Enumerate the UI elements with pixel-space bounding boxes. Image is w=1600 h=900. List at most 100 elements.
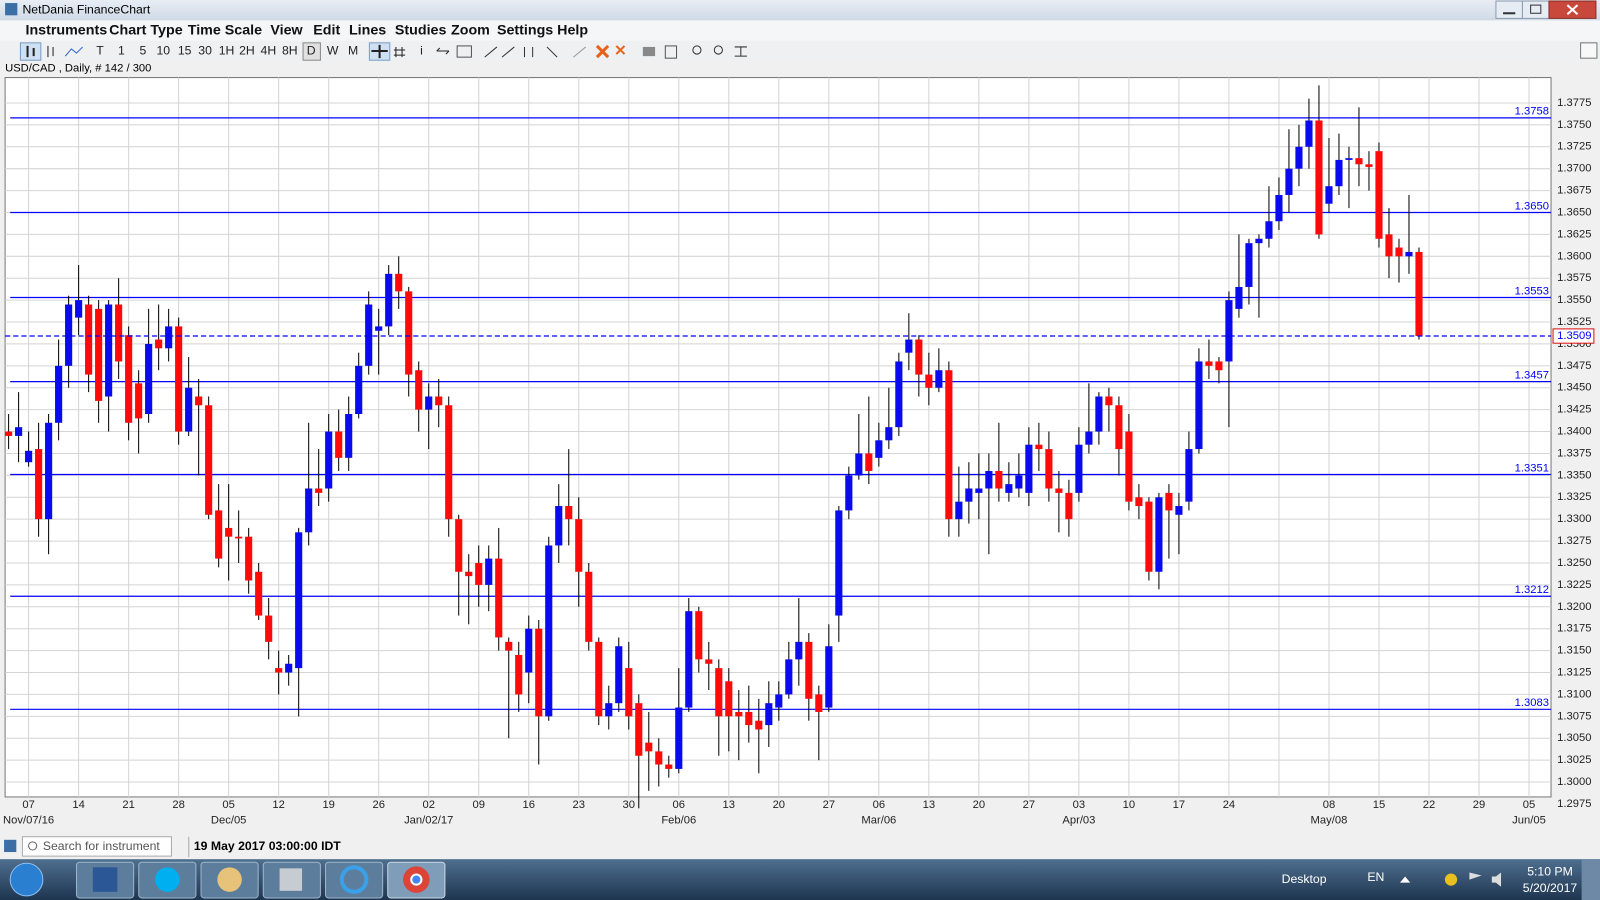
toolbar-button[interactable]: W bbox=[327, 43, 339, 57]
candle-body bbox=[185, 387, 193, 432]
x-tick-label: 23 bbox=[573, 799, 585, 811]
taskbar-time: 5:10 PM bbox=[1527, 865, 1573, 879]
y-tick-label: 1.3475 bbox=[1557, 360, 1591, 372]
chrome-icon-center bbox=[410, 873, 423, 886]
current-price-label: 1.3509 bbox=[1557, 330, 1591, 342]
candle-body bbox=[115, 304, 123, 362]
tool-print-icon[interactable] bbox=[642, 46, 656, 57]
x-month-label: Nov/07/16 bbox=[3, 814, 54, 826]
level-label: 1.3212 bbox=[1515, 584, 1549, 596]
tool-candles[interactable] bbox=[19, 42, 42, 61]
candle-body bbox=[945, 370, 953, 520]
candle-body bbox=[975, 488, 983, 493]
candle-body bbox=[1195, 361, 1203, 450]
candle-body bbox=[925, 374, 933, 388]
toolbar-button[interactable]: D bbox=[307, 43, 316, 57]
y-tick-label: 1.3275 bbox=[1557, 535, 1591, 547]
restore-button[interactable] bbox=[1521, 0, 1550, 19]
y-tick-label: 1.3200 bbox=[1557, 601, 1591, 613]
y-tick-label: 1.3400 bbox=[1557, 426, 1591, 438]
show-desktop[interactable] bbox=[1581, 859, 1600, 900]
plot-layer bbox=[5, 77, 1552, 809]
candle-body bbox=[1315, 120, 1323, 235]
x-tick-label: 26 bbox=[372, 799, 384, 811]
start-button[interactable] bbox=[9, 862, 44, 897]
menu-item[interactable]: Edit bbox=[313, 22, 340, 38]
menu-item[interactable]: View bbox=[270, 22, 303, 38]
candle-body bbox=[1105, 396, 1113, 406]
tool-pan-icon[interactable] bbox=[436, 47, 450, 55]
toolbar-button[interactable]: 10 bbox=[156, 43, 170, 57]
tray-volume[interactable] bbox=[1491, 872, 1502, 887]
toolbar-button[interactable]: 4H bbox=[261, 43, 277, 57]
menu-item[interactable]: Zoom bbox=[451, 22, 490, 38]
x-tick-label: 15 bbox=[1373, 799, 1385, 811]
tray-arrow[interactable] bbox=[1400, 876, 1411, 883]
toolbar-button[interactable]: i bbox=[420, 43, 423, 57]
menu-item[interactable]: Instruments bbox=[26, 22, 108, 38]
toolbar-button[interactable]: 30 bbox=[198, 43, 212, 57]
search-box[interactable] bbox=[21, 836, 172, 857]
side-panel-toggle[interactable] bbox=[1580, 42, 1598, 59]
candle-body bbox=[545, 545, 553, 717]
taskbar-ie[interactable] bbox=[325, 861, 384, 899]
tool-delete-icon[interactable] bbox=[595, 44, 610, 59]
menu-item[interactable]: Lines bbox=[349, 22, 386, 38]
candle-body bbox=[405, 291, 413, 375]
y-tick-label: 1.3325 bbox=[1557, 491, 1591, 503]
toolbar-button[interactable]: 1H bbox=[219, 43, 235, 57]
tool-drawing-icons[interactable] bbox=[484, 46, 558, 58]
toolbar-button[interactable]: M bbox=[348, 43, 358, 57]
candle-body bbox=[1345, 158, 1353, 160]
taskbar-desktop[interactable]: Desktop bbox=[1282, 872, 1327, 886]
candle-body bbox=[1045, 449, 1053, 489]
candle-body bbox=[1175, 506, 1183, 515]
tool-volume-icon[interactable] bbox=[456, 45, 472, 58]
menu-item[interactable]: Chart Type bbox=[109, 22, 183, 38]
tool-grid-icon[interactable] bbox=[393, 46, 406, 58]
tool-line-icon[interactable] bbox=[64, 46, 84, 57]
taskbar-language[interactable]: EN bbox=[1367, 870, 1384, 884]
y-tick-label: 1.3250 bbox=[1557, 557, 1591, 569]
minimize-button[interactable] bbox=[1495, 0, 1523, 19]
toolbar-button[interactable]: 2H bbox=[239, 43, 255, 57]
candle-body bbox=[235, 536, 243, 539]
tool-preview-icon[interactable] bbox=[664, 45, 678, 59]
candle-body bbox=[565, 506, 573, 520]
x-tick-label: 13 bbox=[723, 799, 735, 811]
candle-body bbox=[1395, 247, 1403, 257]
x-tick-label: 20 bbox=[773, 799, 785, 811]
candle-body bbox=[445, 405, 453, 520]
toolbar-button[interactable]: 1 bbox=[118, 43, 125, 57]
menu-item[interactable]: Settings bbox=[497, 22, 553, 38]
tray-icon[interactable] bbox=[1444, 873, 1458, 886]
tool-zoom-in-icon[interactable] bbox=[692, 45, 702, 55]
y-tick-label: 1.3525 bbox=[1557, 316, 1591, 328]
candle-body bbox=[1125, 431, 1133, 502]
taskbar-date: 5/20/2017 bbox=[1523, 881, 1578, 895]
tool-trend-icon[interactable] bbox=[573, 46, 587, 58]
y-tick-label: 1.3350 bbox=[1557, 469, 1591, 481]
menu-item[interactable]: Help bbox=[557, 22, 588, 38]
tool-bars-icon[interactable] bbox=[47, 45, 54, 58]
toolbar-button[interactable]: T bbox=[96, 43, 104, 57]
x-tick-label: 10 bbox=[1123, 799, 1135, 811]
x-tick-label: 27 bbox=[823, 799, 835, 811]
toolbar-button[interactable]: 8H bbox=[282, 43, 298, 57]
tool-delete-all-icon[interactable] bbox=[615, 45, 626, 55]
toolbar-button[interactable]: 5 bbox=[139, 43, 146, 57]
y-tick-label: 1.3050 bbox=[1557, 732, 1591, 744]
x-tick-label: 06 bbox=[673, 799, 685, 811]
candle-body bbox=[365, 304, 373, 366]
tray-flag[interactable] bbox=[1469, 872, 1482, 888]
toolbar-button[interactable]: 15 bbox=[178, 43, 192, 57]
candle-body bbox=[645, 742, 653, 752]
candle-body bbox=[1055, 488, 1063, 493]
menu-item[interactable]: Time Scale bbox=[188, 22, 262, 38]
candle-body bbox=[1305, 120, 1313, 147]
candle-body bbox=[125, 335, 133, 423]
menu-item[interactable]: Studies bbox=[395, 22, 447, 38]
tool-fit-icon[interactable] bbox=[734, 46, 747, 57]
candle-body bbox=[325, 431, 333, 489]
tool-zoom-out-icon[interactable] bbox=[713, 45, 723, 55]
